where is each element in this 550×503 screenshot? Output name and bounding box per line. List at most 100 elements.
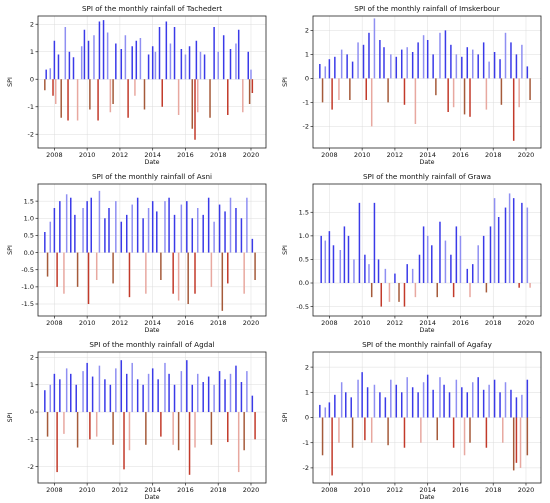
spi-bar-positive bbox=[86, 201, 88, 253]
spi-bar-positive bbox=[477, 54, 479, 79]
spi-bar-negative bbox=[254, 412, 256, 440]
x-tick-label: 2016 bbox=[177, 486, 194, 494]
spi-bar-positive bbox=[169, 43, 172, 80]
spi-bar-negative bbox=[351, 417, 354, 448]
spi-chart-imskerbour: SPI of the monthly rainfall of Imskerbou… bbox=[275, 0, 550, 168]
spi-bar-negative bbox=[403, 283, 406, 307]
spi-bar-negative bbox=[210, 412, 213, 445]
spi-bar-positive bbox=[328, 231, 331, 283]
spi-bar-positive bbox=[98, 190, 101, 253]
spi-bar-positive bbox=[104, 379, 106, 413]
spi-bar-positive bbox=[191, 384, 194, 413]
spi-bar-positive bbox=[229, 373, 232, 413]
spi-bar-positive bbox=[237, 29, 240, 80]
spi-bar-negative bbox=[112, 252, 114, 284]
spi-bar-positive bbox=[461, 56, 463, 79]
y-tick-label: -2 bbox=[303, 464, 309, 472]
spi-bar-positive bbox=[218, 371, 221, 413]
spi-chart-asni: SPI of the monthly rainfall of Asni -1.5 -… bbox=[0, 168, 275, 336]
x-tick-label: 2016 bbox=[452, 151, 469, 159]
spi-bar-positive bbox=[332, 245, 335, 283]
spi-bar-positive bbox=[235, 43, 237, 80]
spi-bar-negative bbox=[237, 412, 240, 473]
spi-bar-positive bbox=[251, 395, 254, 413]
spi-bar-negative bbox=[485, 78, 488, 110]
spi-bar-positive bbox=[320, 235, 322, 283]
spi-bar-positive bbox=[235, 365, 237, 413]
spi-bar-positive bbox=[83, 29, 86, 80]
spi-bar-negative bbox=[518, 283, 520, 288]
x-tick-label: 2020 bbox=[243, 486, 260, 494]
spi-bar-positive bbox=[439, 221, 441, 283]
spi-bar-positive bbox=[131, 204, 133, 253]
spi-bar-negative bbox=[160, 412, 162, 437]
spi-bar-negative bbox=[370, 417, 373, 443]
spi-bar-positive bbox=[400, 49, 403, 79]
spi-bar-positive bbox=[358, 202, 361, 283]
spi-bar-positive bbox=[70, 197, 72, 253]
chart-title: SPI of the monthly rainfall of Grawa bbox=[363, 172, 491, 181]
x-axis-label: Date bbox=[419, 327, 434, 334]
x-tick-label: 2016 bbox=[177, 319, 194, 327]
spi-bar-positive bbox=[246, 371, 248, 413]
spi-bar-positive bbox=[364, 254, 366, 283]
spi-bar-positive bbox=[168, 373, 170, 413]
spi-bar-negative bbox=[338, 78, 340, 100]
spi-bar-positive bbox=[346, 54, 348, 79]
spi-bar-negative bbox=[370, 78, 373, 127]
chart-title: SPI of the monthly rainfall of Asni bbox=[92, 172, 212, 181]
spi-bar-positive bbox=[482, 42, 485, 79]
spi-bar-positive bbox=[521, 202, 523, 283]
spi-bar-positive bbox=[64, 27, 67, 80]
spi-bar-positive bbox=[466, 268, 469, 283]
spi-bar-positive bbox=[499, 59, 501, 79]
spi-bar-negative bbox=[60, 79, 62, 118]
spi-bar-positive bbox=[217, 51, 219, 80]
spi-bar-positive bbox=[164, 201, 166, 253]
spi-bar-negative bbox=[251, 79, 254, 93]
spi-bar-negative bbox=[112, 412, 114, 445]
spi-bar-positive bbox=[213, 384, 215, 413]
spi-bar-positive bbox=[142, 384, 144, 413]
spi-bar-negative bbox=[248, 79, 251, 104]
spi-bar-positive bbox=[98, 365, 101, 413]
spi-bar-positive bbox=[240, 218, 243, 253]
spi-bar-negative bbox=[380, 283, 383, 307]
spi-bar-negative bbox=[435, 78, 437, 96]
spi-bar-positive bbox=[136, 197, 139, 253]
spi-bar-negative bbox=[67, 79, 69, 121]
spi-bar-positive bbox=[319, 404, 321, 418]
spi-bar-positive bbox=[324, 66, 327, 79]
spi-bar-negative bbox=[403, 78, 406, 105]
x-tick-label: 2012 bbox=[387, 319, 404, 327]
y-axis-label: SPI bbox=[282, 77, 289, 87]
spi-bar-positive bbox=[504, 32, 507, 79]
spi-bar-positive bbox=[339, 250, 342, 283]
spi-bar-positive bbox=[426, 374, 429, 418]
spi-bar-positive bbox=[125, 373, 128, 413]
spi-bar-negative bbox=[227, 252, 229, 284]
spi-bar-positive bbox=[207, 197, 210, 253]
spi-bar-positive bbox=[80, 46, 83, 80]
spi-bar-negative bbox=[349, 78, 351, 100]
spi-bar-positive bbox=[115, 201, 117, 253]
spi-bar-positive bbox=[319, 64, 321, 79]
spi-bar-positive bbox=[455, 226, 458, 283]
spi-bar-positive bbox=[115, 368, 117, 413]
spi-bar-negative bbox=[227, 79, 229, 115]
spi-bar-positive bbox=[195, 40, 198, 80]
spi-bar-positive bbox=[124, 35, 127, 80]
spi-bar-negative bbox=[143, 79, 146, 110]
spi-bar-positive bbox=[75, 384, 77, 413]
y-tick-label: 0.5 bbox=[24, 232, 34, 240]
spi-bar-positive bbox=[147, 373, 150, 413]
spi-bar-positive bbox=[131, 46, 133, 80]
x-tick-label: 2020 bbox=[518, 486, 535, 494]
spi-bar-positive bbox=[173, 27, 176, 80]
spi-bar-negative bbox=[529, 78, 531, 100]
spi-bar-negative bbox=[194, 79, 196, 140]
spi-bar-positive bbox=[377, 259, 380, 283]
spi-bar-positive bbox=[109, 384, 112, 413]
x-tick-label: 2008 bbox=[46, 319, 63, 327]
x-tick-label: 2012 bbox=[112, 151, 129, 159]
